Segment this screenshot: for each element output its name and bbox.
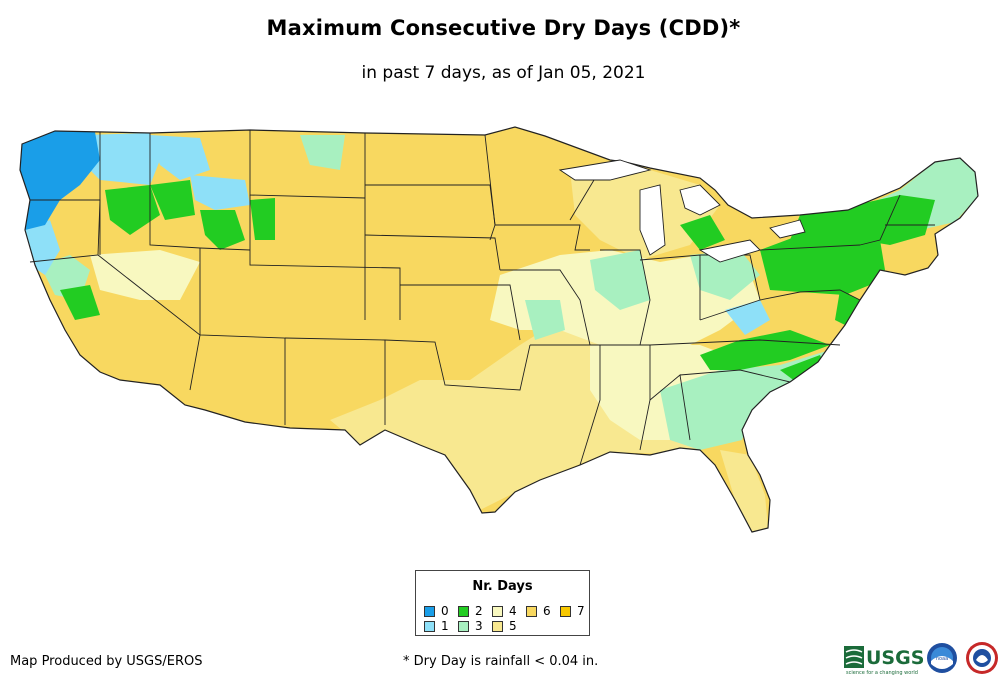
legend-item-1: 1 — [424, 619, 449, 633]
usgs-logo-text: USGS — [866, 647, 924, 669]
map-title: Maximum Consecutive Dry Days (CDD)* — [266, 16, 741, 40]
legend-label: 7 — [577, 604, 585, 618]
legend-swatch — [492, 605, 503, 617]
svg-text:science for a changing world: science for a changing world — [846, 670, 918, 676]
legend-item-2: 2 — [458, 604, 483, 618]
legend-label: 2 — [475, 604, 483, 618]
legend-swatch — [526, 605, 537, 617]
svg-text:noaa: noaa — [936, 656, 948, 662]
great-lakes — [558, 159, 806, 263]
legend-label: 3 — [475, 619, 483, 633]
map-credit: Map Produced by USGS/EROS — [10, 654, 203, 669]
legend-label: 0 — [441, 604, 449, 618]
legend-item-0: 0 — [424, 604, 449, 618]
legend-swatch — [458, 620, 469, 632]
dry-day-footnote: * Dry Day is rainfall < 0.04 in. — [403, 654, 599, 669]
legend-label: 5 — [509, 619, 517, 633]
agency-logos: USGS science for a changing world noaa — [842, 636, 1002, 684]
map-subtitle: in past 7 days, as of Jan 05, 2021 — [361, 63, 646, 83]
legend-title: Nr. Days — [472, 579, 533, 594]
us-outline — [19, 126, 979, 533]
legend-swatch — [560, 605, 571, 617]
legend-swatch — [458, 605, 469, 617]
legend-label: 1 — [441, 619, 449, 633]
legend-item-5: 5 — [492, 619, 517, 633]
legend-label: 4 — [509, 604, 517, 618]
legend-item-7: 7 — [560, 604, 585, 618]
legend-swatch — [424, 605, 435, 617]
noaa-logo: noaa — [927, 643, 957, 673]
legend-label: 6 — [543, 604, 551, 618]
legend-item-6: 6 — [526, 604, 551, 618]
state-borders — [29, 130, 935, 466]
legend-swatch — [424, 620, 435, 632]
nws-logo — [966, 642, 998, 674]
legend-item-3: 3 — [458, 619, 483, 633]
usgs-logo: USGS science for a changing world — [844, 646, 924, 676]
legend-swatch — [492, 620, 503, 632]
legend-item-4: 4 — [492, 604, 517, 618]
map-fill-regions — [20, 127, 978, 532]
